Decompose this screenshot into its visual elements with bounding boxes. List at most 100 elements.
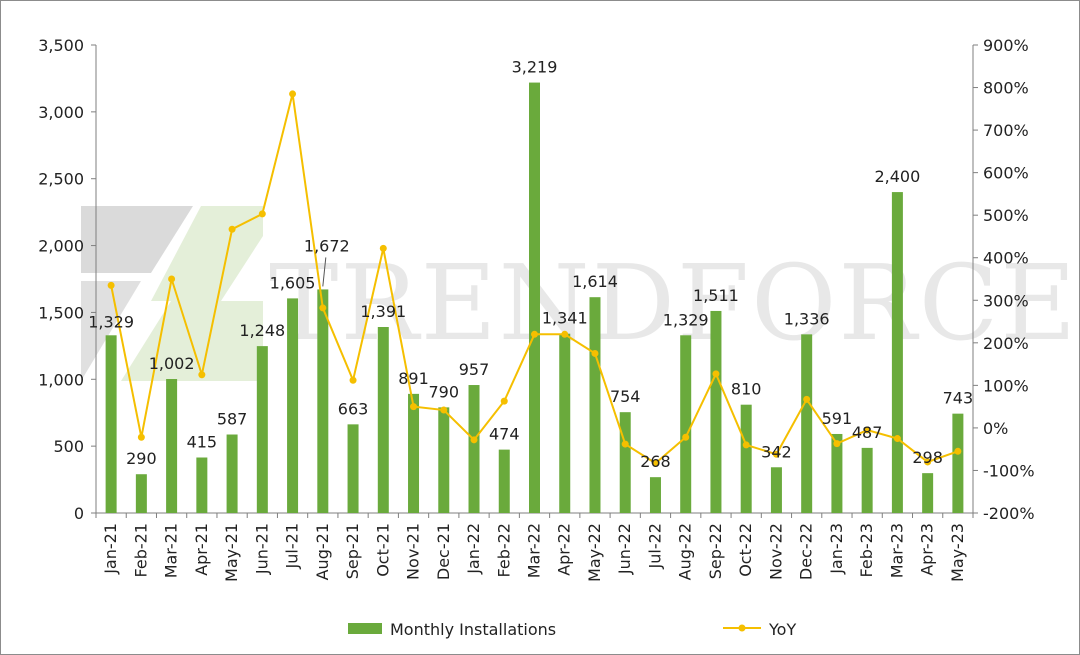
bar [589, 297, 601, 513]
bar-data-label: 1,341 [542, 309, 588, 328]
bar-data-label: 957 [459, 360, 490, 379]
bar-data-label: 587 [217, 410, 248, 429]
yoy-point [107, 281, 115, 289]
bar [891, 192, 903, 514]
bar-data-label: 1,336 [784, 309, 830, 328]
legend-swatch-monthly-installations [348, 623, 382, 634]
yoy-point [651, 459, 659, 467]
bar [559, 333, 571, 513]
x-tick-label: Dec-21 [434, 523, 453, 580]
yoy-point [470, 436, 478, 444]
y-left-tick-label: 0 [74, 504, 84, 523]
yoy-point [863, 426, 871, 434]
yoy-point [712, 370, 720, 378]
watermark-logo: TRENDFORCE [81, 206, 1078, 381]
x-tick-label: Jan-22 [464, 523, 483, 575]
bar [468, 385, 480, 513]
x-tick-label: Nov-21 [404, 523, 423, 580]
x-tick-label: May-21 [222, 523, 241, 582]
yoy-point [500, 397, 508, 405]
y-left-tick-label: 2,500 [38, 170, 84, 189]
x-tick-label: Jan-23 [827, 523, 846, 575]
y-right-tick-label: -200% [983, 504, 1035, 523]
yoy-point [440, 406, 448, 414]
x-tick-label: Aug-21 [313, 523, 332, 580]
bar [529, 82, 540, 513]
bar [498, 449, 510, 513]
x-tick-label: Jun-21 [252, 523, 271, 575]
yoy-point [621, 440, 629, 448]
bar [256, 346, 268, 513]
yoy-point [591, 349, 599, 357]
yoy-point [924, 458, 932, 466]
bar [831, 433, 843, 513]
x-tick-label: Nov-22 [766, 523, 785, 580]
y-right-tick-label: 200% [983, 334, 1029, 353]
y-left-tick-label: 500 [53, 437, 84, 456]
yoy-point [379, 244, 387, 252]
bar-data-label: 268 [640, 452, 671, 471]
x-tick-label: May-23 [948, 523, 967, 582]
bar-data-label: 810 [731, 380, 762, 399]
yoy-point [198, 371, 206, 379]
bar [740, 404, 752, 513]
y-right-tick-label: 300% [983, 291, 1029, 310]
bar-data-label: 2,400 [874, 167, 920, 186]
x-tick-label: Mar-21 [162, 523, 181, 578]
bar-data-label: 415 [187, 433, 218, 452]
watermark-text: TRENDFORCE [269, 242, 1078, 364]
bar-data-label: 474 [489, 425, 520, 444]
yoy-point [228, 225, 236, 233]
x-tick-label: Jan-21 [101, 523, 120, 575]
bar [105, 335, 117, 513]
yoy-point [258, 210, 266, 218]
x-tick-label: Dec-22 [797, 523, 816, 580]
yoy-point [137, 433, 145, 441]
bar-data-label: 1,391 [360, 302, 406, 321]
yoy-point [410, 403, 418, 411]
legend-label-yoy: YoY [768, 620, 796, 639]
x-tick-label: Jul-22 [645, 523, 664, 569]
x-tick-label: Mar-23 [887, 523, 906, 578]
bar-data-label: 1,511 [693, 286, 739, 305]
bar-data-label: 1,605 [270, 273, 316, 292]
line-series [107, 90, 962, 467]
bar-data-label: 591 [822, 409, 853, 428]
yoy-point [531, 330, 538, 338]
bar [135, 474, 147, 513]
x-tick-label: Sep-21 [343, 523, 362, 579]
bar [649, 477, 661, 513]
y-left-tick-label: 1,500 [38, 303, 84, 322]
bar-data-label: 1,329 [663, 310, 709, 329]
bar [710, 310, 722, 513]
bar-data-label: 1,614 [572, 272, 618, 291]
bar-data-label: 298 [912, 448, 943, 467]
x-tick-label: Apr-23 [918, 523, 937, 576]
bar [922, 473, 934, 513]
bar [952, 413, 964, 513]
x-tick-label: Oct-22 [736, 523, 755, 577]
y-right-tick-label: 800% [983, 79, 1029, 98]
bar-data-label: 1,672 [304, 236, 350, 255]
y-right-tick-label: 900% [983, 36, 1029, 55]
bar [770, 467, 782, 513]
x-tick-label: Jun-22 [615, 523, 634, 575]
bar-series [105, 82, 964, 514]
yoy-point [289, 90, 297, 98]
bar [408, 393, 420, 513]
y-right-tick-label: 500% [983, 206, 1029, 225]
x-tick-label: Sep-22 [706, 523, 725, 579]
yoy-point [833, 440, 841, 448]
y-right-tick-label: 100% [983, 376, 1029, 395]
y-right-tick-label: 400% [983, 249, 1029, 268]
y-left-tick-label: 2,000 [38, 237, 84, 256]
x-tick-label: Apr-21 [192, 523, 211, 576]
bar [377, 327, 389, 513]
y-left-tick-label: 3,000 [38, 103, 84, 122]
x-tick-label: Feb-21 [131, 523, 150, 577]
data-labels: 1,329 290 1,002 415 587 1,248 1,605 1,672 663 1,3… [88, 58, 973, 472]
bar [347, 424, 359, 513]
x-tick-label: Aug-22 [676, 523, 695, 580]
y-left-tick-label: 1,000 [38, 370, 84, 389]
